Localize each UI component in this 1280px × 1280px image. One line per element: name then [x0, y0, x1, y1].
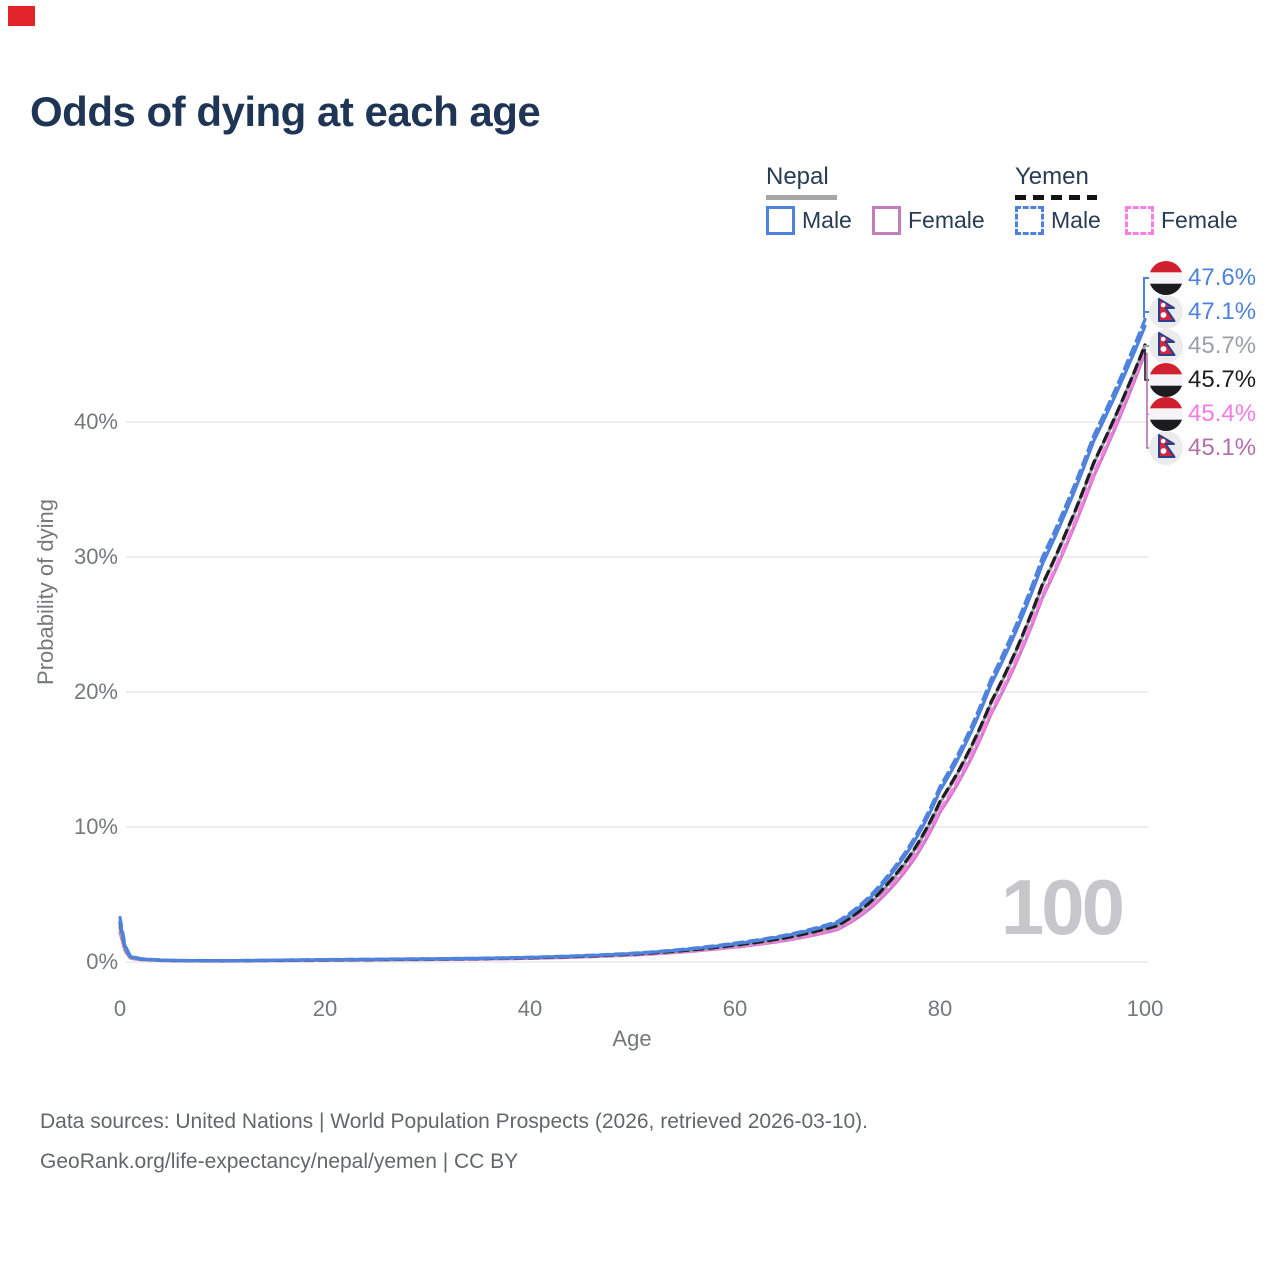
legend-item-yemen-female[interactable]: Female	[1125, 206, 1238, 235]
nepal-flag-icon	[1149, 295, 1183, 329]
yemen-flag-icon	[1149, 261, 1183, 295]
yemen-flag-icon	[1149, 363, 1183, 397]
legend-label: Male	[1051, 207, 1101, 233]
series-line-yemen-male[interactable]	[118, 317, 1147, 963]
y-tick-label: 0%	[86, 949, 118, 974]
y-axis-title: Probability of dying	[33, 499, 58, 685]
x-tick-label: 0	[113, 996, 127, 1021]
legend-nepal-line-style	[766, 195, 837, 200]
y-tick-label: 40%	[73, 409, 118, 434]
x-tick-label: 60	[722, 996, 748, 1021]
end-value: 45.7%	[1188, 366, 1257, 393]
legend-group-yemen-title[interactable]: Yemen	[1015, 163, 1089, 190]
footer-link[interactable]: GeoRank.org/life-expectancy/nepal/yemen …	[40, 1150, 519, 1173]
end-value: 45.1%	[1188, 434, 1257, 461]
y-tick-label: 30%	[73, 544, 118, 569]
nepal-male-swatch	[766, 206, 795, 235]
end-value: 45.4%	[1188, 400, 1257, 427]
legend-label: Female	[1161, 207, 1238, 233]
legend-label: Male	[802, 207, 852, 233]
nepal-flag-icon	[1149, 329, 1183, 363]
end-label-yemen-all: 45.7%	[1149, 363, 1256, 397]
x-tick-label: 20	[312, 996, 338, 1021]
legend-group-nepal-title[interactable]: Nepal	[766, 163, 829, 190]
end-value: 47.1%	[1188, 298, 1257, 325]
x-axis-title: Age	[612, 1026, 652, 1051]
x-tick-label: 40	[517, 996, 543, 1021]
legend-label: Female	[908, 207, 985, 233]
y-tick-label: 10%	[73, 814, 118, 839]
legend-item-yemen-male[interactable]: Male	[1015, 206, 1101, 235]
series-line-yemen-female[interactable]	[118, 347, 1147, 963]
x-tick-label: 80	[927, 996, 953, 1021]
page-title: Odds of dying at each age	[30, 88, 541, 135]
yemen-flag-icon	[1149, 397, 1183, 431]
red-marker-box	[8, 6, 35, 26]
end-value: 45.7%	[1188, 332, 1257, 359]
series-line-yemen-all[interactable]	[118, 343, 1147, 963]
end-value: 47.6%	[1188, 264, 1257, 291]
yemen-male-swatch	[1015, 206, 1044, 235]
yemen-female-swatch	[1125, 206, 1154, 235]
footer-data-sources: Data sources: United Nations | World Pop…	[40, 1110, 869, 1133]
end-label-nepal-all: 45.7%	[1149, 329, 1256, 363]
nepal-flag-icon	[1149, 431, 1183, 465]
series-line-nepal-female[interactable]	[118, 351, 1147, 963]
end-label-nepal-male: 47.1%	[1149, 295, 1256, 329]
end-label-nepal-female: 45.1%	[1149, 431, 1256, 465]
y-tick-label: 20%	[73, 679, 118, 704]
legend-yemen-line-style	[1015, 195, 1097, 200]
end-label-yemen-female: 45.4%	[1149, 397, 1256, 431]
end-label-yemen-male: 47.6%	[1149, 261, 1256, 295]
age-watermark: 100	[1000, 863, 1125, 951]
series-line-nepal-all[interactable]	[118, 343, 1147, 963]
x-tick-label: 100	[1126, 996, 1164, 1021]
legend-item-nepal-male[interactable]: Male	[766, 206, 852, 235]
nepal-female-swatch	[872, 206, 901, 235]
legend-item-nepal-female[interactable]: Female	[872, 206, 985, 235]
